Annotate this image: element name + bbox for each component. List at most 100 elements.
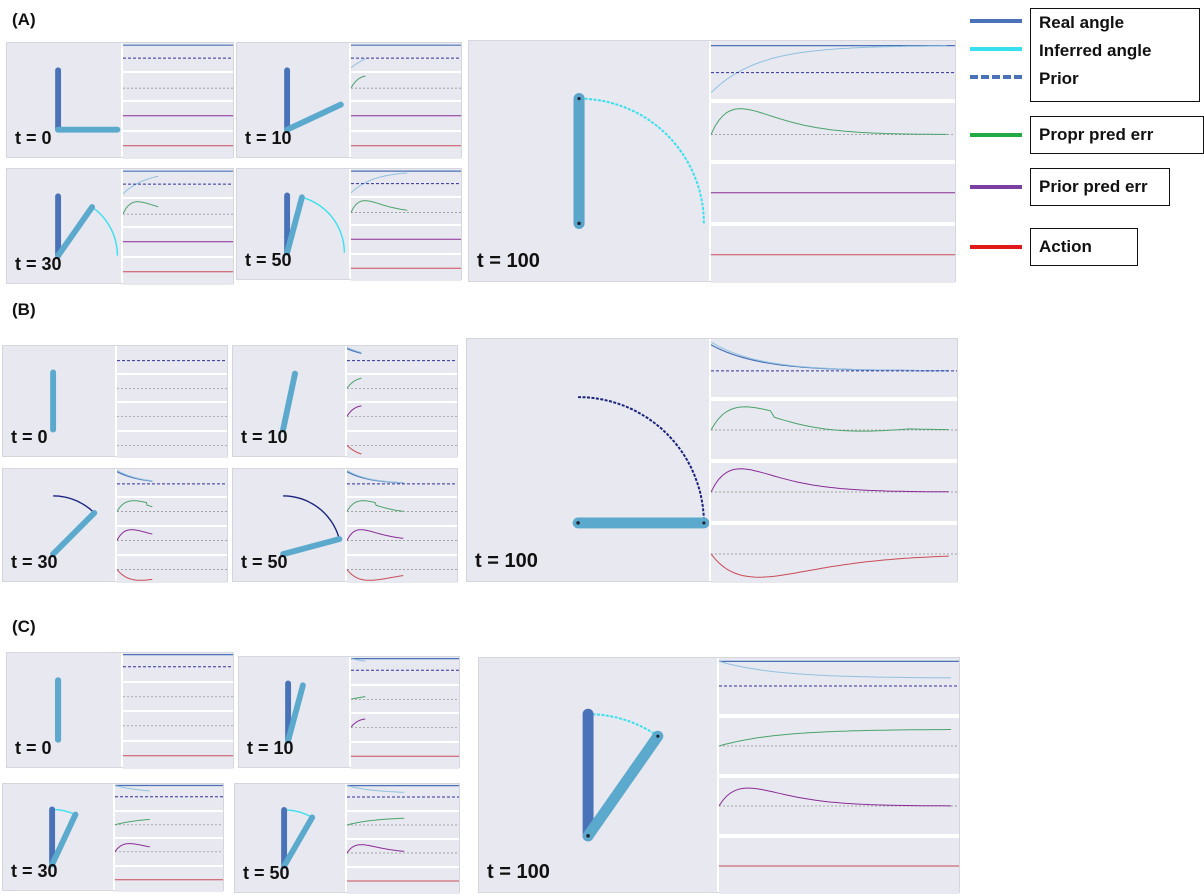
- plot-canvas: [347, 844, 459, 854]
- panel-b-4: t = 100: [466, 338, 958, 583]
- action-plot: [347, 868, 459, 894]
- plot-line-2-0-1: [351, 658, 366, 662]
- signal-plots: [351, 169, 461, 281]
- inferred-arm: [582, 730, 664, 842]
- arm-trail: [52, 808, 76, 816]
- inferred-arm: [280, 536, 343, 558]
- legend-label-action: Action: [1039, 237, 1092, 256]
- plot-canvas: [123, 695, 233, 697]
- plot-line-2-2-1: [115, 843, 150, 853]
- time-label: t = 30: [11, 861, 58, 881]
- legend-group-angles: Real angle Inferred angle Prior: [968, 8, 1204, 102]
- inferred-arm: [281, 814, 316, 870]
- prior-error-plot: [123, 228, 233, 256]
- arm-trail: [301, 196, 345, 253]
- inferred-arm: [284, 101, 344, 133]
- arm-trail: [588, 713, 659, 737]
- action-plot: [711, 225, 955, 283]
- arm-view: t = 10: [239, 657, 349, 767]
- panel-a-2: t = 30: [6, 168, 234, 285]
- signal-plots: [123, 653, 233, 769]
- plot-line-2-1-1: [351, 695, 366, 700]
- plot-canvas: [351, 170, 461, 194]
- action-plot: [347, 431, 457, 458]
- angle-plot: [711, 339, 957, 397]
- arm-view: t = 10: [237, 43, 349, 157]
- proprioceptive-error-plot: [711, 102, 955, 160]
- arm-view: t = 0: [3, 346, 115, 456]
- plot-canvas: [719, 660, 959, 687]
- panel-c-4: t = 100: [478, 657, 960, 894]
- legend-item-prior-err: Prior pred err: [968, 168, 1204, 206]
- arm-view: t = 30: [7, 169, 121, 283]
- signal-plots: [711, 339, 957, 583]
- arm-canvas: [284, 67, 344, 133]
- panel-c-0: t = 0: [6, 652, 234, 769]
- signal-plots: [123, 169, 233, 285]
- time-label: t = 100: [477, 250, 540, 272]
- plot-canvas: [117, 469, 227, 485]
- section-label-c: (C): [12, 617, 36, 636]
- plot-line-1-0-0: [711, 344, 949, 372]
- arm-view: t = 100: [467, 339, 709, 581]
- proprioceptive-error-plot: [115, 811, 223, 837]
- plot-canvas: [719, 729, 959, 747]
- inferred-arm: [285, 682, 306, 744]
- arm-tip: [656, 734, 660, 738]
- panel-c-2: t = 30: [2, 783, 224, 892]
- plot-canvas: [117, 387, 227, 389]
- legend-label-prior: Prior: [1039, 69, 1079, 88]
- arm-view: t = 50: [233, 469, 345, 581]
- panel-a-4: t = 100: [468, 40, 956, 283]
- arm-canvas: [49, 806, 79, 868]
- prior-error-plot: [347, 840, 459, 866]
- plot-line-0-0-1: [351, 172, 408, 194]
- plot-line-0-0-1: [351, 58, 366, 69]
- prior-error-plot: [351, 714, 459, 741]
- legend-swatch-prior-pred-err: [970, 185, 1022, 189]
- plot-canvas: [351, 267, 461, 269]
- action-plot: [347, 556, 457, 583]
- plot-line-0-0-1: [711, 45, 947, 94]
- panel-b-2: t = 30: [2, 468, 228, 583]
- plot-canvas: [347, 817, 459, 826]
- time-label: t = 100: [475, 550, 538, 572]
- legend-item-action: Action: [968, 228, 1204, 266]
- plot-canvas: [347, 405, 457, 417]
- prior-error-plot: [351, 102, 461, 130]
- plot-canvas: [351, 238, 461, 240]
- arm-trail: [579, 97, 705, 224]
- plot-canvas: [351, 75, 461, 88]
- plot-line-1-1-1: [117, 500, 153, 512]
- plot-canvas: [123, 754, 233, 756]
- plot-canvas: [123, 200, 233, 214]
- proprioceptive-error-plot: [123, 682, 233, 710]
- plot-line-1-3-1: [347, 444, 362, 454]
- proprioceptive-error-plot: [117, 374, 227, 401]
- plot-canvas: [117, 500, 227, 512]
- prior-error-plot: [711, 463, 957, 521]
- plot-canvas: [711, 45, 955, 94]
- plot-canvas: [711, 406, 957, 432]
- arm-canvas: [281, 806, 316, 870]
- plot-line-1-2-1: [711, 468, 949, 493]
- plot-canvas: [347, 469, 457, 485]
- arm-trail: [578, 396, 705, 523]
- legend-box-propr: Propr pred err: [1030, 116, 1204, 154]
- arm-trail: [91, 206, 119, 256]
- plot-line-1-0-0: [347, 348, 362, 354]
- arm-view: t = 50: [237, 169, 349, 279]
- legend-swatch-inferred-angle: [970, 47, 1022, 51]
- plot-canvas: [115, 784, 223, 798]
- action-plot: [719, 838, 959, 894]
- plot-line-1-1-1: [347, 377, 362, 389]
- plot-canvas: [117, 360, 227, 362]
- plot-line-1-2-1: [117, 529, 153, 541]
- plot-line-1-3-1: [347, 569, 404, 581]
- plot-canvas: [351, 199, 461, 213]
- plot-line-0-1-1: [123, 200, 159, 214]
- plot-line-1-2-1: [347, 405, 362, 417]
- plot-canvas: [711, 192, 955, 194]
- proprioceptive-error-plot: [347, 812, 459, 838]
- plot-line-0-1-1: [351, 199, 408, 213]
